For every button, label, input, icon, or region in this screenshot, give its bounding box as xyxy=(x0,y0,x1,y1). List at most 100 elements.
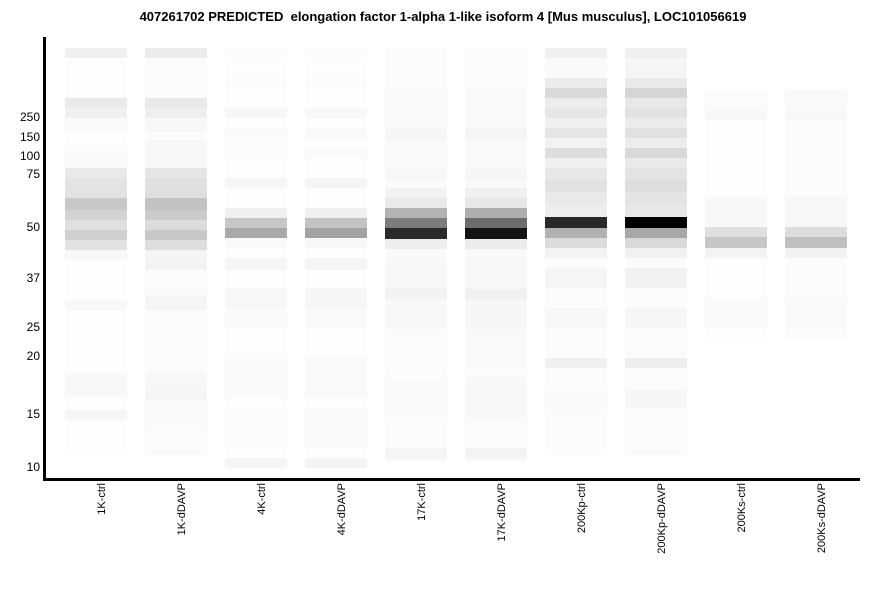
gel-band xyxy=(465,228,527,239)
gel-band xyxy=(545,388,607,413)
gel-band xyxy=(225,308,287,328)
gel-band xyxy=(225,358,287,398)
gel-band xyxy=(705,248,767,258)
gel-band xyxy=(305,208,367,218)
gel-band xyxy=(465,329,527,369)
gel-band xyxy=(145,388,207,400)
gel-band xyxy=(785,227,847,237)
gel-band xyxy=(385,48,447,58)
gel-band xyxy=(305,258,367,270)
y-axis-tick-label: 250 xyxy=(19,110,40,124)
gel-band xyxy=(545,98,607,108)
gel-band xyxy=(625,308,687,328)
gel-band xyxy=(385,378,447,418)
gel-band xyxy=(545,58,607,78)
gel-band xyxy=(465,188,527,198)
gel-band xyxy=(465,299,527,329)
gel-band xyxy=(225,48,287,58)
gel-band xyxy=(65,300,127,310)
gel-band xyxy=(785,90,847,110)
gel-band xyxy=(305,228,367,238)
gel-band xyxy=(625,180,687,192)
gel-band xyxy=(625,205,687,217)
gel-band xyxy=(145,230,207,240)
lane-label: 200Kp-ctrl xyxy=(576,483,588,534)
x-axis-line xyxy=(43,478,860,481)
gel-band xyxy=(385,239,447,249)
gel-band xyxy=(625,108,687,118)
gel-band xyxy=(625,128,687,138)
gel-band xyxy=(385,259,447,289)
gel-band xyxy=(385,249,447,259)
gel-band xyxy=(625,148,687,158)
gel-band xyxy=(65,250,127,260)
gel-band xyxy=(545,78,607,88)
gel-band xyxy=(385,228,447,239)
gel-band xyxy=(785,110,847,120)
gel-band xyxy=(225,258,287,270)
gel-band xyxy=(625,88,687,98)
gel-band xyxy=(145,198,207,210)
gel-band xyxy=(545,148,607,158)
gel-band xyxy=(625,238,687,248)
gel-band xyxy=(705,197,767,227)
gel-band xyxy=(65,220,127,230)
gel-band xyxy=(65,48,127,58)
gel-band xyxy=(625,168,687,180)
gel-band xyxy=(545,48,607,58)
gel-band xyxy=(625,98,687,108)
gel-band xyxy=(145,295,207,310)
gel-band xyxy=(545,138,607,148)
y-axis-tick-label: 75 xyxy=(26,167,40,181)
gel-band xyxy=(545,248,607,258)
gel-band xyxy=(65,230,127,240)
gel-band xyxy=(545,268,607,288)
gel-band xyxy=(545,168,607,180)
gel-band xyxy=(225,128,287,138)
gel-band xyxy=(625,118,687,128)
gel-band xyxy=(145,373,207,388)
gel-band xyxy=(385,198,447,208)
gel-band xyxy=(65,168,127,178)
gel-band xyxy=(385,218,447,228)
y-axis-tick-label: 10 xyxy=(26,460,40,474)
gel-band xyxy=(225,108,287,118)
gel-band xyxy=(465,168,527,180)
y-axis-tick-label: 150 xyxy=(19,130,40,144)
gel-band xyxy=(145,400,207,430)
gel-band xyxy=(545,228,607,238)
gel-band xyxy=(305,458,367,468)
gel-band xyxy=(305,148,367,158)
gel-band xyxy=(225,148,287,158)
gel-band xyxy=(625,138,687,148)
gel-band xyxy=(465,48,527,58)
gel-band xyxy=(65,118,127,132)
lane-label: 1K-ctrl xyxy=(96,483,108,515)
chart-title: 407261702 PREDICTED elongation factor 1-… xyxy=(139,9,747,24)
gel-band xyxy=(225,208,287,218)
gel-band xyxy=(545,308,607,328)
gel-band xyxy=(65,210,127,220)
gel-band xyxy=(545,217,607,228)
gel-band xyxy=(545,205,607,217)
y-axis-tick-label: 50 xyxy=(26,220,40,234)
gel-band xyxy=(305,75,367,88)
gel-band xyxy=(145,188,207,198)
gel-band xyxy=(385,299,447,329)
gel-band xyxy=(145,210,207,220)
gel-band xyxy=(545,88,607,98)
gel-band xyxy=(545,358,607,368)
gel-band xyxy=(625,228,687,238)
gel-band xyxy=(625,58,687,78)
gel-band xyxy=(785,197,847,227)
lane-label: 200Kp-dDAVP xyxy=(656,483,668,554)
gel-band xyxy=(625,48,687,58)
gel-band xyxy=(225,228,287,238)
gel-band xyxy=(545,192,607,205)
gel-band xyxy=(305,238,367,248)
gel-band xyxy=(465,249,527,259)
gel-band xyxy=(465,218,527,228)
gel-band xyxy=(225,288,287,308)
y-axis-tick-label: 25 xyxy=(26,320,40,334)
